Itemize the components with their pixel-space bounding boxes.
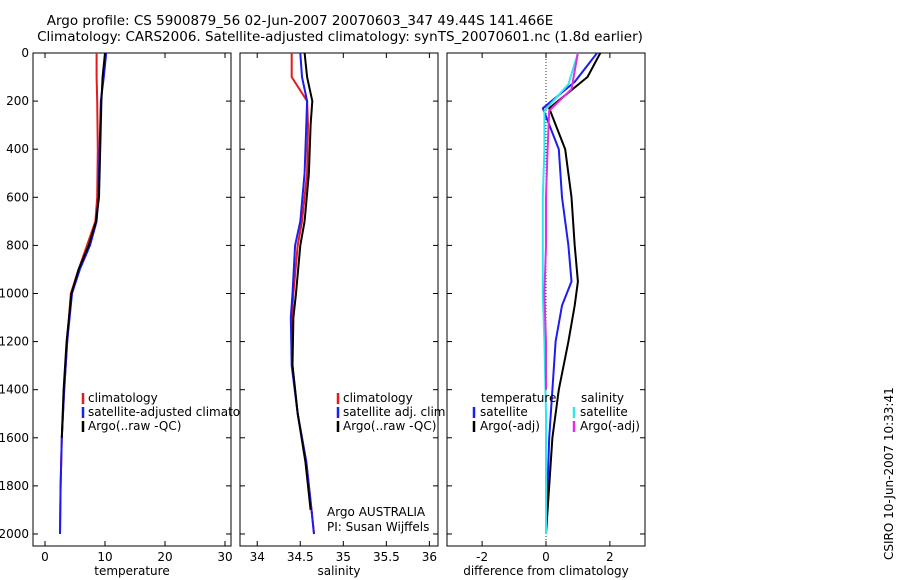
argo-note: Argo AUSTRALIA — [327, 505, 426, 519]
salinity-series-2 — [291, 52, 314, 511]
temperature-ytick-label: 1200 — [0, 335, 29, 349]
salinity-panel: 34 34.5 35 35.5 36 salinity climatologysatelli… — [239, 52, 449, 578]
salinity-xlabel: salinity — [317, 564, 360, 578]
chart-title-line-2: Climatology: CARS2006. Satellite-adjuste… — [37, 29, 643, 45]
temperature-xlabel: temperature — [94, 564, 169, 578]
legend-group-heading: temperature — [481, 391, 556, 405]
difference-series-1 — [545, 52, 602, 535]
salinity-xtick-label: 34.5 — [287, 550, 314, 564]
salinity-xtick-label: 35 — [336, 550, 351, 564]
legend-label: climatology — [343, 391, 413, 405]
temperature-panel: 0 10 20 30 0 200 400 600 800 1000 1200 1400 1600 1800… — [0, 46, 266, 578]
temperature-ytick-label: 200 — [6, 94, 29, 108]
legend-label: satellite-adjusted climatology — [88, 405, 266, 419]
credit-label: CSIRO 10-Jun-2007 10:33:41 — [882, 387, 896, 560]
temperature-xtick-label: 0 — [41, 550, 49, 564]
difference-series-3 — [543, 52, 579, 390]
legend-label: Argo(..raw -QC) — [88, 419, 181, 433]
difference-xlabel: difference from climatology — [463, 564, 629, 578]
legend-label: Argo(-adj) — [480, 419, 540, 433]
salinity-frame — [239, 52, 439, 547]
salinity-xtick-label: 35.5 — [373, 550, 400, 564]
legend-label: climatology — [88, 391, 158, 405]
temperature-frame — [32, 52, 232, 547]
difference-series-0 — [541, 52, 598, 534]
temperature-ytick-label: 800 — [6, 238, 29, 252]
legend-group-heading: salinity — [581, 391, 624, 405]
temperature-xtick-label: 30 — [217, 550, 232, 564]
temperature-series-2 — [60, 52, 106, 438]
temperature-ytick-label: 400 — [6, 142, 29, 156]
difference-series-2 — [541, 52, 579, 534]
legend-label: Argo(..raw -QC) — [343, 419, 436, 433]
temperature-ytick-label: 1600 — [0, 431, 29, 445]
difference-xtick-label: 2 — [606, 550, 614, 564]
legend-label: satellite — [580, 405, 628, 419]
difference-xtick-label: -2 — [476, 550, 488, 564]
temperature-ytick-label: 600 — [6, 190, 29, 204]
salinity-xtick-label: 34 — [250, 550, 265, 564]
legend-label: satellite — [480, 405, 528, 419]
temperature-ytick-label: 1400 — [0, 383, 29, 397]
chart-title-line-1: Argo profile: CS 5900879_56 02-Jun-2007 … — [46, 13, 554, 29]
temperature-xtick-label: 20 — [157, 550, 172, 564]
argo-note: PI: Susan Wijffels — [327, 520, 429, 534]
temperature-xtick-label: 10 — [97, 550, 112, 564]
salinity-xtick-label: 36 — [422, 550, 437, 564]
temperature-ytick-label: 2000 — [0, 527, 29, 541]
temperature-ytick-label: 0 — [21, 46, 29, 60]
difference-xtick-label: 0 — [542, 550, 550, 564]
legend-label: Argo(-adj) — [580, 419, 640, 433]
legend-label: satellite adj. clim. — [343, 405, 449, 419]
temperature-ytick-label: 1000 — [0, 286, 29, 300]
temperature-ytick-label: 1800 — [0, 479, 29, 493]
